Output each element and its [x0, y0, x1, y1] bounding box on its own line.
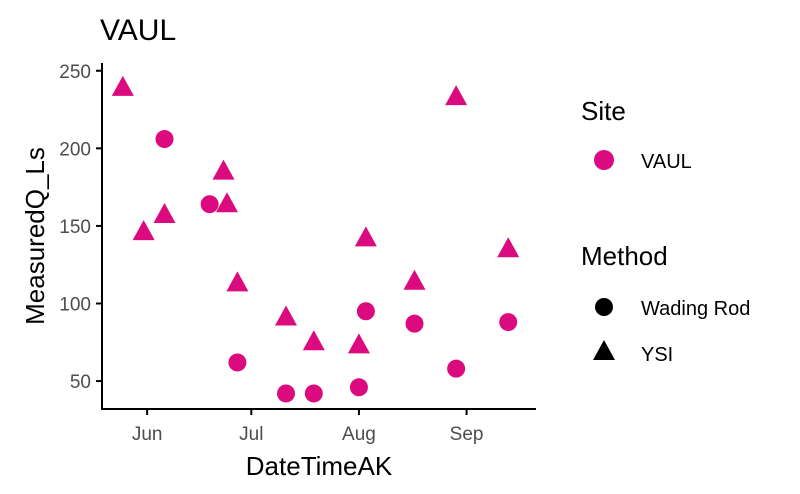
data-point-ysi: [132, 220, 155, 241]
x-axis-label: DateTimeAK: [246, 451, 393, 481]
y-axis-ticks: 50 100 150 200 250: [59, 62, 102, 393]
x-tick-label: Jul: [239, 424, 263, 445]
y-tick-label: 150: [59, 217, 91, 238]
legend-site-label: VAUL: [641, 151, 692, 173]
data-point-wading-rod: [277, 384, 296, 403]
x-tick-label: Jun: [132, 424, 163, 445]
legend-method-label-ysi: YSI: [641, 344, 673, 366]
data-point-wading-rod: [405, 314, 424, 333]
data-point-wading-rod: [447, 359, 466, 378]
legend-site-title: Site: [581, 96, 626, 126]
data-point-wading-rod: [356, 302, 375, 321]
x-axis-ticks: Jun Jul Aug Sep: [132, 409, 484, 445]
plot-panel: [111, 75, 520, 403]
data-point-ysi: [347, 333, 370, 354]
data-point-ysi: [212, 159, 235, 180]
chart-title: VAUL: [100, 14, 176, 47]
data-point-ysi: [226, 271, 249, 292]
legend-method-title: Method: [581, 241, 668, 271]
data-point-wading-rod: [155, 130, 174, 149]
y-tick-label: 200: [59, 139, 91, 160]
data-point-ysi: [497, 237, 520, 258]
data-point-ysi: [403, 269, 426, 290]
y-tick-label: 250: [59, 62, 91, 83]
data-point-wading-rod: [200, 195, 219, 214]
x-tick-label: Aug: [342, 424, 376, 445]
legend-method-key-triangle: [593, 340, 615, 360]
data-point-ysi: [215, 192, 238, 213]
data-point-wading-rod: [228, 353, 247, 372]
data-point-wading-rod: [349, 378, 368, 397]
legend: Site VAUL Method Wading Rod YSI: [581, 96, 750, 366]
data-point-ysi: [445, 85, 468, 106]
data-point-ysi: [153, 203, 176, 224]
y-tick-label: 50: [70, 372, 91, 393]
data-point-ysi: [111, 75, 134, 96]
legend-method-key-circle: [595, 298, 613, 316]
data-point-wading-rod: [499, 313, 518, 332]
data-point-wading-rod: [304, 384, 323, 403]
data-point-ysi: [354, 226, 377, 247]
x-tick-label: Sep: [450, 424, 484, 445]
y-axis-label: MeasuredQ_Ls: [20, 147, 50, 325]
y-tick-label: 100: [59, 294, 91, 315]
data-point-ysi: [302, 330, 325, 351]
legend-site-key-circle: [594, 150, 614, 170]
legend-method-label-wading-rod: Wading Rod: [641, 298, 750, 320]
data-point-ysi: [275, 305, 298, 326]
